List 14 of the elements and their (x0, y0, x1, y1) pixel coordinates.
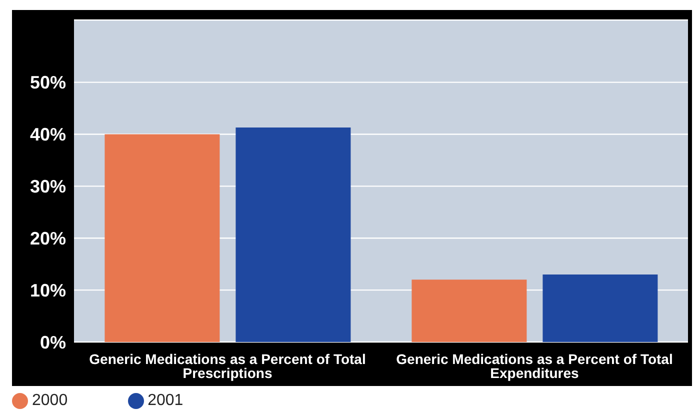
bar (104, 134, 220, 342)
y-tick-label: 10% (30, 280, 66, 300)
y-tick-label: 30% (30, 176, 66, 197)
x-tick-label: Generic Medications as a Percent of Total Expenditures (396, 350, 673, 381)
legend-label: 2001 (148, 392, 184, 409)
y-tick-label: 50% (30, 72, 66, 93)
bar (542, 274, 658, 342)
y-tick-label: 40% (30, 124, 66, 145)
y-tick-label: 0% (40, 332, 66, 352)
y-tick-label: 20% (30, 228, 66, 249)
bar (236, 128, 351, 342)
x-tick-label: Generic Medications as a Percent of Total Prescriptions (89, 350, 366, 381)
legend-label: 2000 (32, 392, 68, 409)
bar (412, 280, 527, 342)
